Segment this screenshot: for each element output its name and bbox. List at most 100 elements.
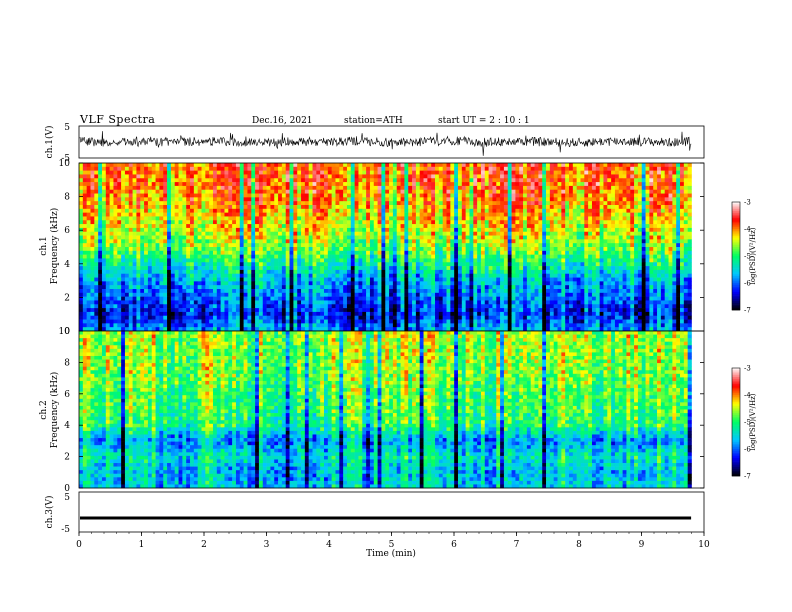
spectrogram-cell	[572, 273, 577, 278]
spectrogram-cell	[170, 197, 176, 202]
spectrogram-cell	[201, 185, 206, 191]
spectrogram-cell	[94, 266, 99, 271]
spectrogram-cell	[369, 174, 375, 179]
spectrogram-cell	[105, 281, 110, 286]
spectrogram-cell	[132, 163, 137, 168]
spectrogram-cell	[530, 174, 535, 179]
spectrogram-cell	[519, 193, 524, 198]
spectrogram-cell	[232, 178, 237, 183]
spectrogram-cell	[144, 243, 149, 248]
spectrogram-cell	[190, 266, 195, 271]
spectrogram-cell	[182, 185, 187, 191]
spectrogram-cell	[461, 193, 466, 198]
spectrogram-cell	[354, 227, 359, 233]
spectrogram-cell	[136, 193, 141, 198]
spectrogram-cell	[224, 266, 229, 271]
spectrogram-cell	[79, 216, 84, 221]
spectrogram-cell	[167, 235, 172, 240]
spectrogram-cell	[469, 262, 474, 267]
spectrogram-cell	[660, 197, 666, 202]
spectrogram-cell	[607, 163, 612, 168]
spectrogram-cell	[163, 273, 168, 278]
spectrogram-cell	[584, 163, 589, 168]
spectrogram-cell	[144, 262, 149, 267]
spectrogram-cell	[174, 170, 179, 175]
spectrogram-cell	[473, 182, 478, 187]
spectrogram-cell	[251, 243, 256, 248]
spectrogram-cell	[584, 193, 589, 198]
spectrogram-cell	[515, 174, 520, 179]
spectrogram-cell	[446, 170, 451, 175]
spectrogram-cell	[354, 201, 359, 206]
spectrogram-cell	[350, 166, 355, 171]
spectrogram-cell	[649, 216, 654, 221]
spectrogram-cell	[105, 201, 110, 206]
spectrogram-cell	[641, 250, 646, 255]
spectrogram-cell	[293, 208, 298, 213]
spectrogram-cell	[94, 197, 99, 202]
spectrogram-cell	[278, 273, 283, 278]
spectrogram-cell	[209, 235, 214, 240]
spectrogram-cell	[687, 254, 692, 259]
spectrogram-cell	[622, 227, 627, 233]
spectrogram-cell	[480, 220, 486, 225]
spectrogram-cell	[687, 273, 692, 278]
spectrogram-cell	[408, 227, 413, 233]
spectrogram-cell	[683, 197, 688, 202]
spectrogram-cell	[503, 163, 509, 168]
spectrogram-cell	[557, 258, 562, 263]
spectrogram-cell	[140, 235, 145, 240]
spectrogram-cell	[258, 239, 264, 244]
spectrogram-cell	[144, 208, 149, 213]
spectrogram-cell	[507, 269, 512, 275]
spectrogram-cell	[274, 166, 279, 171]
spectrogram-cell	[614, 163, 620, 168]
spectrogram-cell	[243, 269, 248, 275]
spectrogram-cell	[657, 243, 662, 248]
spectrogram-cell	[178, 208, 183, 213]
spectrogram-cell	[595, 178, 600, 183]
spectrogram-cell	[86, 266, 91, 271]
spectrogram-cell	[220, 250, 225, 255]
spectrogram-cell	[216, 205, 221, 210]
spectrogram-cell	[542, 227, 547, 233]
spectrogram-cell	[542, 235, 547, 240]
spectrogram-cell	[676, 254, 681, 259]
spectrogram-cell	[538, 250, 543, 255]
spectrogram-cell	[144, 174, 149, 179]
spectrogram-cell	[565, 174, 570, 179]
spectrogram-cell	[270, 174, 275, 179]
spectrogram-cell	[614, 266, 620, 271]
spectrogram-cell	[320, 193, 325, 198]
spectrogram-cell	[186, 193, 191, 198]
spectrogram-cell	[557, 197, 562, 202]
spectrogram-cell	[82, 170, 87, 175]
spectrogram-cell	[90, 170, 95, 175]
spectrogram-cell	[247, 201, 252, 206]
spectrogram-cell	[190, 212, 195, 217]
spectrogram-cell	[216, 227, 221, 233]
spectrogram-cell	[687, 227, 692, 233]
spectrogram-cell	[538, 208, 543, 213]
spectrogram-cell	[507, 220, 512, 225]
spectrogram-cell	[128, 258, 133, 263]
spectrogram-cell	[400, 231, 405, 236]
spectrogram-cell	[431, 189, 436, 194]
spectrogram-cell	[247, 208, 252, 213]
spectrogram-cell	[105, 193, 110, 198]
spectrogram-cell	[109, 258, 114, 263]
spectrogram-cell	[324, 174, 329, 179]
spectrogram-cell	[167, 266, 172, 271]
spectrogram-cell	[205, 231, 210, 236]
spectrogram-cell	[144, 178, 149, 183]
spectrogram-cell	[331, 182, 336, 187]
spectrogram-cell	[159, 163, 164, 168]
spectrogram-cell	[358, 178, 363, 183]
spectrogram-cell	[419, 193, 424, 198]
spectrogram-cell	[331, 254, 336, 259]
spectrogram-cell	[588, 231, 593, 236]
spectrogram-cell	[488, 239, 493, 244]
spectrogram-cell	[400, 216, 405, 221]
spectrogram-cell	[450, 269, 455, 275]
spectrogram-cell	[400, 178, 405, 183]
